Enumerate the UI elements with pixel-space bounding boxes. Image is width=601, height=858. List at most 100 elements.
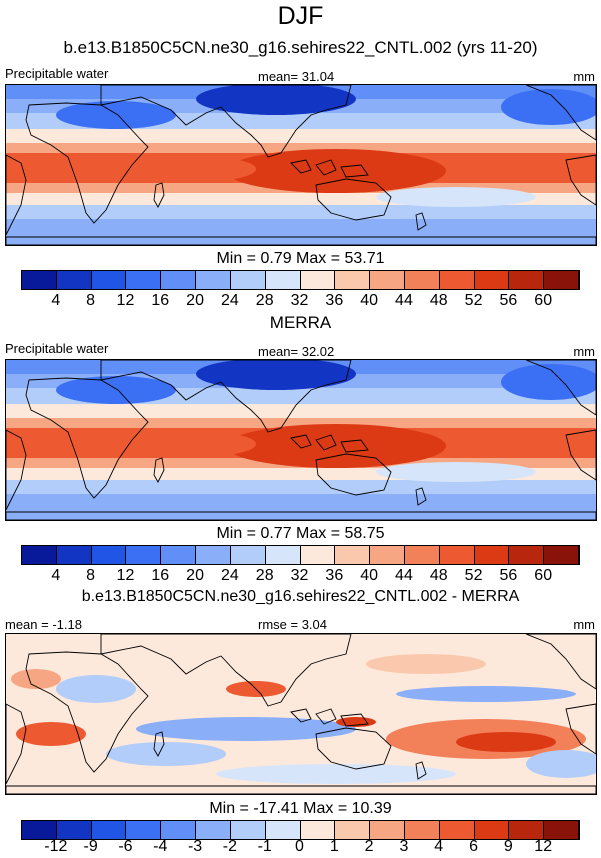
colorbar-bin <box>404 546 440 564</box>
field-warm-blob <box>116 430 256 458</box>
colorbar-bin <box>196 271 231 289</box>
colorbar-tick-label: -4 <box>153 838 168 855</box>
panel2-colorbar-ticks: 4 8 12 16 20 24 28 32 36 40 44 48 52 56 60 <box>21 567 578 587</box>
colorbar-bin <box>509 271 545 289</box>
panel3-colorbar <box>21 820 580 840</box>
colorbar-bin <box>404 821 440 839</box>
colorbar-bin <box>161 271 197 289</box>
colorbar-bin <box>230 271 266 289</box>
field-dry-region <box>56 376 176 404</box>
colorbar-tick-label: 3 <box>399 838 409 855</box>
field-anomaly <box>216 764 456 784</box>
colorbar-bin <box>56 546 92 564</box>
coastline <box>25 377 149 499</box>
panel3-map-svg <box>6 634 596 794</box>
colorbar-bin <box>335 271 371 289</box>
colorbar-bin <box>22 546 57 564</box>
field-anomaly <box>106 742 226 766</box>
colorbar-tick-label: 4 <box>51 292 61 309</box>
panel3-colorbar-ticks: -12 -9 -6 -4 -3 -2 -1 0 1 2 3 4 6 9 12 <box>21 838 578 858</box>
colorbar-bin <box>91 271 127 289</box>
field-warm-blob <box>116 155 256 183</box>
colorbar-tick-label: 44 <box>395 292 413 309</box>
colorbar-tick-label: 4 <box>434 838 444 855</box>
colorbar-bin <box>56 271 92 289</box>
colorbar-bin <box>439 271 475 289</box>
colorbar-tick-label: -9 <box>83 838 98 855</box>
colorbar-tick-label: 60 <box>534 567 553 584</box>
colorbar-tick-label: 12 <box>116 292 135 309</box>
field-anomaly <box>11 669 61 689</box>
field-band <box>6 480 596 494</box>
panel3-title: b.e13.B1850C5CN.ne30_g16.sehires22_CNTL.… <box>81 588 520 605</box>
panel3-minmax: Min = -17.41 Max = 10.39 <box>209 800 392 817</box>
colorbar-tick-label: 20 <box>186 292 204 309</box>
field-band <box>6 404 596 418</box>
colorbar-bin <box>161 546 197 564</box>
colorbar-bin <box>509 546 545 564</box>
panel3-map <box>5 633 597 795</box>
coastline <box>340 164 369 178</box>
panel1-map <box>5 84 597 246</box>
coastline <box>153 457 165 483</box>
coastline <box>315 727 392 770</box>
colorbar-bin <box>544 821 579 839</box>
coastline <box>525 85 596 141</box>
panel2-map-svg <box>6 360 596 520</box>
panel2-minmax: Min = 0.77 Max = 58.75 <box>216 525 385 542</box>
colorbar-bin <box>22 271 57 289</box>
colorbar-tick-label: 44 <box>395 567 413 584</box>
field-warm-pool <box>226 424 446 468</box>
colorbar-tick-label: 40 <box>360 567 379 584</box>
colorbar-bin <box>126 271 162 289</box>
colorbar-bin <box>300 271 336 289</box>
colorbar-tick-label: 40 <box>360 292 379 309</box>
coastline <box>6 236 596 245</box>
colorbar-bin <box>300 546 336 564</box>
field-anomaly <box>396 686 576 702</box>
colorbar-tick-label: -6 <box>118 838 133 855</box>
colorbar-tick-label: 24 <box>220 567 239 584</box>
colorbar-tick-label: 6 <box>469 838 479 855</box>
colorbar-tick-label: 2 <box>364 838 374 855</box>
colorbar-bin <box>544 546 579 564</box>
panel2-mean-label: mean= 32.02 <box>258 344 335 359</box>
figure-title: DJF <box>277 2 324 30</box>
coastline <box>6 785 596 794</box>
panel1-title: b.e13.B1850C5CN.ne30_g16.sehires22_CNTL.… <box>63 38 538 57</box>
coastline <box>315 453 392 496</box>
panel3-mean-label: mean = -1.18 <box>5 617 82 632</box>
panel3-units-label: mm <box>573 617 595 632</box>
field-dry-region <box>56 101 176 129</box>
coastline <box>25 651 149 773</box>
colorbar-bin <box>335 821 371 839</box>
coastline <box>290 708 312 723</box>
panel3-rmse-label: rmse = 3.04 <box>258 617 328 632</box>
field-band <box>6 418 596 428</box>
panel1-colorbar <box>21 270 580 290</box>
colorbar-tick-label: 4 <box>51 567 61 584</box>
field-band <box>6 494 596 520</box>
colorbar-tick-label: 60 <box>534 292 553 309</box>
field-band <box>6 143 596 153</box>
coastline <box>565 154 596 206</box>
coastline <box>315 178 392 221</box>
colorbar-bin <box>300 821 336 839</box>
field-dry-region <box>376 187 536 207</box>
colorbar-bin <box>161 821 197 839</box>
coastline <box>525 634 596 690</box>
field-dry-region <box>501 364 596 400</box>
coastline <box>6 429 27 511</box>
colorbar-tick-label: 48 <box>429 292 448 309</box>
coastline <box>153 182 165 208</box>
colorbar-bin <box>265 271 301 289</box>
panel2-variable-label: Precipitable water <box>5 341 109 356</box>
field-anomaly <box>136 717 356 741</box>
colorbar-bin <box>370 821 405 839</box>
coastline <box>100 85 352 158</box>
colorbar-bin <box>265 546 301 564</box>
field-anomaly <box>56 675 136 703</box>
coastline <box>525 360 596 416</box>
field-dry-region <box>196 360 356 390</box>
panel2-units-label: mm <box>573 344 595 359</box>
